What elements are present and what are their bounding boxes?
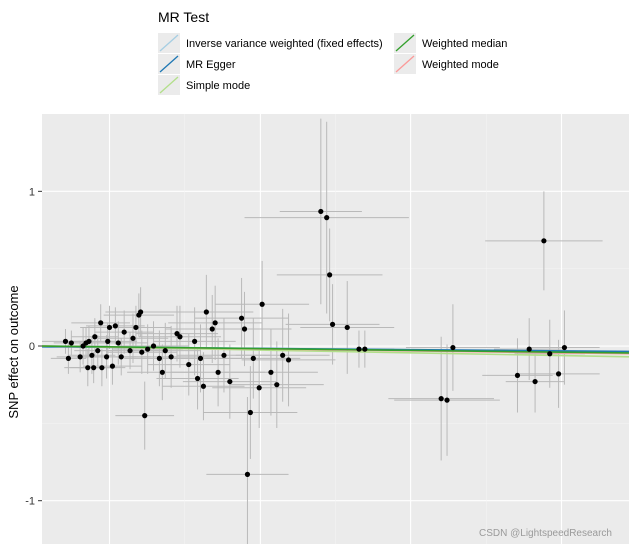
data-point (91, 365, 97, 371)
data-point (77, 354, 83, 360)
data-point (121, 329, 127, 335)
data-point (215, 369, 221, 375)
data-point (186, 361, 192, 368)
data-point (150, 343, 157, 349)
legend-label: Weighted median (422, 38, 507, 50)
legend-key-line (395, 55, 415, 73)
data-point (324, 215, 330, 221)
legend-label: Simple mode (186, 80, 250, 92)
legend: MR Test Inverse variance weighted (fixed… (158, 9, 507, 95)
data-point (103, 354, 110, 360)
data-point (526, 346, 532, 352)
data-point (212, 320, 218, 326)
data-point (139, 349, 145, 355)
y-tick-label: 1 (29, 186, 35, 198)
data-point (115, 340, 121, 346)
data-point (106, 324, 113, 331)
data-point (329, 321, 336, 327)
data-point (238, 315, 245, 321)
data-point (177, 334, 183, 340)
mr-line-weighted-median (41, 345, 629, 354)
data-point (327, 272, 333, 278)
data-point (247, 409, 253, 416)
data-point (168, 354, 174, 360)
data-point (86, 338, 92, 344)
data-point (227, 378, 233, 385)
data-point (65, 355, 72, 361)
legend-title: MR Test (158, 9, 209, 25)
data-point (444, 397, 450, 403)
data-point (68, 340, 74, 346)
data-point (127, 348, 133, 354)
legend-label: MR Egger (186, 59, 236, 71)
data-point (109, 363, 116, 369)
legend-label: Weighted mode (422, 59, 499, 71)
data-point (138, 309, 144, 315)
data-point (268, 369, 274, 375)
data-point (162, 348, 168, 354)
data-point (356, 346, 362, 352)
data-point (99, 365, 105, 371)
data-point (156, 355, 162, 361)
data-point (318, 208, 324, 215)
data-point (555, 371, 562, 377)
data-point (256, 385, 262, 391)
data-point (221, 352, 227, 358)
data-point (85, 365, 91, 371)
data-point (197, 355, 204, 361)
data-point (244, 471, 251, 477)
legend-key-line (395, 34, 415, 52)
data-point (362, 346, 368, 352)
data-point (130, 335, 136, 341)
data-point (274, 382, 280, 388)
data-point (438, 396, 444, 402)
data-point (194, 375, 201, 382)
data-point (514, 372, 521, 379)
data-point (98, 320, 104, 326)
legend-key-line (159, 34, 179, 52)
data-point (62, 338, 69, 344)
legend-key-line (159, 76, 179, 94)
watermark: CSDN @LightspeedResearch (479, 528, 612, 539)
y-tick-label: -1 (25, 496, 35, 508)
data-points (62, 208, 568, 477)
legend-key-line (159, 55, 179, 73)
data-point (561, 344, 568, 351)
data-point (450, 344, 456, 351)
data-point (200, 383, 207, 389)
data-point (241, 326, 248, 332)
y-axis-ticks: 1 0 -1 (25, 186, 42, 508)
data-point (118, 354, 124, 360)
data-point (159, 369, 165, 375)
data-point (209, 326, 215, 332)
data-point (541, 238, 547, 244)
y-tick-label: 0 (29, 341, 35, 353)
data-point (285, 357, 292, 363)
data-point (92, 334, 98, 340)
data-point (145, 346, 151, 352)
data-point (105, 338, 111, 344)
y-axis-title: SNP effect on outcome (6, 285, 21, 418)
data-point (259, 301, 265, 307)
data-point (89, 352, 95, 358)
data-point (532, 378, 538, 385)
legend-label: Inverse variance weighted (fixed effects… (186, 38, 383, 50)
data-point (95, 348, 101, 354)
data-point (112, 323, 118, 329)
data-point (547, 351, 553, 357)
data-point (203, 309, 209, 315)
data-point (192, 338, 198, 344)
data-point (250, 355, 256, 361)
data-point (142, 413, 148, 419)
data-point (344, 324, 350, 331)
data-point (280, 352, 286, 358)
data-point (133, 324, 139, 331)
